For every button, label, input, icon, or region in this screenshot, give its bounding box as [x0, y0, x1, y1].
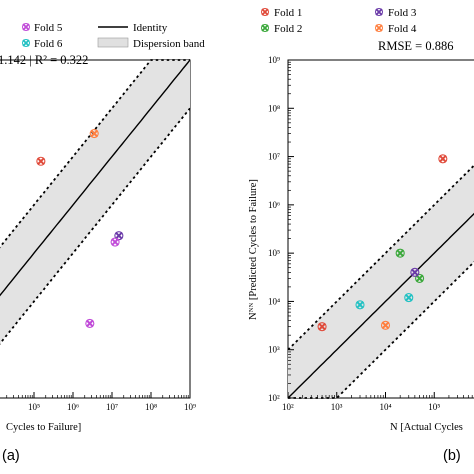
- legend-dispersion-patch: [97, 37, 129, 48]
- panel-a-band-fill: [0, 60, 190, 344]
- legend-fold3-marker: [375, 8, 383, 16]
- panel-a-plot-frame: [0, 59, 191, 399]
- legend-fold4-marker: [375, 24, 383, 32]
- legend-fold5-marker: [22, 23, 30, 31]
- panel-a-band-lower: [0, 107, 191, 345]
- data-point: [410, 267, 420, 277]
- legend-fold6-label: Fold 6: [34, 38, 63, 50]
- panel-a-label: (a): [2, 448, 20, 464]
- data-point: [404, 293, 414, 303]
- data-point: [395, 248, 405, 258]
- x-tick-label: 10⁵: [28, 402, 40, 412]
- data-point: [317, 322, 327, 332]
- panel-b-band-upper: [287, 164, 474, 351]
- y-tick-label: 10²: [268, 393, 280, 403]
- data-point: [85, 318, 95, 328]
- panel-b-metric: RMSE = 0.886: [378, 39, 453, 53]
- panel-a-xlabel: Cycles to Failure]: [6, 422, 81, 433]
- panel-a: Fold 5 Fold 6 Identity Dispersion band 1…: [0, 22, 205, 464]
- data-point: [355, 300, 365, 310]
- panel-a-legend: Fold 5 Fold 6 Identity Dispersion band: [22, 22, 205, 50]
- x-tick-label: 10⁷: [106, 402, 118, 412]
- legend-fold5-label: Fold 5: [34, 22, 63, 34]
- x-tick-label: 10³: [331, 402, 343, 412]
- y-tick-label: 10³: [268, 345, 280, 355]
- x-tick-label: 10²: [282, 402, 294, 412]
- panel-b-band-lower: [288, 260, 474, 399]
- legend-fold1-ring: [261, 8, 269, 16]
- y-tick-label: 10⁸: [268, 103, 280, 113]
- panel-b-identity-line: [287, 212, 474, 399]
- data-point: [415, 273, 425, 283]
- panel-b-markers: [317, 154, 448, 332]
- legend-fold2-label: Fold 2: [274, 23, 302, 35]
- y-tick-label: 10⁷: [268, 152, 280, 162]
- data-point: [89, 128, 99, 139]
- panel-a-xticks: 10⁵ 10⁶ 10⁷ 10⁸ 10⁹: [6, 392, 196, 412]
- panel-a-markers: [36, 128, 124, 328]
- legend-fold2-ring: [261, 24, 269, 32]
- legend-fold1-marker: [261, 8, 269, 16]
- x-tick-label: 10⁸: [145, 402, 157, 412]
- legend-fold1-label: Fold 1: [274, 7, 302, 19]
- x-tick-label: 10⁴: [380, 402, 392, 412]
- data-point: [380, 320, 391, 330]
- panel-b-label: (b): [443, 448, 461, 464]
- y-tick-label: 10⁴: [268, 296, 280, 306]
- legend-identity-label: Identity: [133, 22, 168, 34]
- x-tick-label: 10⁵: [428, 402, 440, 412]
- panel-b-xticks: 10² 10³ 10⁴ 10⁵: [282, 392, 473, 412]
- data-point: [36, 156, 46, 166]
- legend-dispersion-label: Dispersion band: [133, 38, 205, 50]
- legend-fold2-marker: [261, 24, 269, 32]
- legend-fold4-ring: [375, 24, 383, 32]
- x-tick-label: 10⁹: [184, 402, 196, 412]
- panel-a-band: [0, 59, 191, 345]
- legend-fold3-label: Fold 3: [388, 7, 417, 19]
- panel-b-legend: Fold 1 Fold 3 Fold 2 Fold 4: [261, 7, 417, 35]
- legend-fold6-marker: [22, 39, 30, 47]
- y-tick-label: 10⁹: [268, 55, 280, 65]
- data-point: [110, 237, 120, 247]
- panel-b-yticks: 10² 10³ 10⁴ 10⁵ 10⁶ 10⁷ 10⁸ 10⁹: [268, 55, 294, 403]
- panel-a-identity-line: [0, 59, 191, 297]
- legend-fold6-ring: [22, 39, 30, 47]
- y-tick-label: 10⁶: [268, 200, 280, 210]
- legend-fold5-ring: [22, 23, 30, 31]
- panel-b-xlabel: N [Actual Cycles: [390, 422, 463, 433]
- panel-b-ylabel: Nᴺᴺ [Predicted Cycles to Failure]: [248, 179, 259, 320]
- legend-fold3-ring: [375, 8, 383, 16]
- panel-b-band-fill: [288, 165, 474, 398]
- x-tick-label: 10⁶: [67, 402, 79, 412]
- panel-b-band: [287, 164, 474, 399]
- panel-b: Fold 1 Fold 3 Fold 2 Fold 4 RMSE = 0.886…: [248, 7, 474, 464]
- y-tick-label: 10⁵: [268, 248, 280, 258]
- data-point: [438, 154, 448, 164]
- legend-fold4-label: Fold 4: [388, 23, 417, 35]
